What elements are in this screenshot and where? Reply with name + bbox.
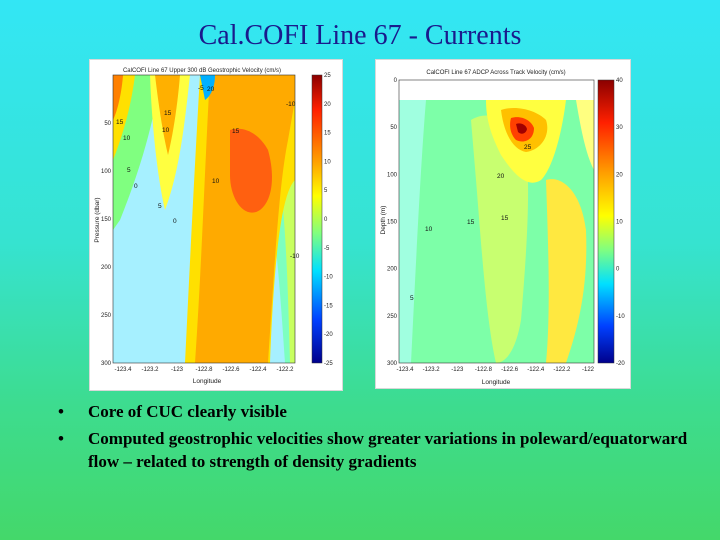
colorbar-tick-label: 0 — [324, 217, 328, 223]
colorbar-tick-label: 20 — [324, 102, 331, 108]
contour-label: 5 — [410, 295, 414, 302]
y-axis-label: Depth (m) — [380, 206, 387, 235]
contour-label: 20 — [207, 86, 215, 93]
x-tick-label: -123 — [451, 367, 464, 373]
x-tick-label: -123.4 — [396, 367, 414, 373]
bullet-dot: • — [58, 402, 64, 421]
bullet-list: • Core of CUC clearly visible • Computed… — [58, 400, 698, 477]
x-tick-label: -122.2 — [553, 367, 571, 373]
colorbar-ticks: 40 30 20 10 0 -10 -20 — [616, 78, 625, 367]
contour-label: 10 — [425, 226, 433, 233]
contour-labels: 15 10 15 10 5 15 5 10 0 -10 -5 0 20 -10 — [116, 85, 300, 260]
slide-title: Cal.COFI Line 67 - Currents — [198, 20, 522, 51]
x-tick-label: -123.2 — [141, 367, 159, 373]
colorbar-tick-label: 20 — [616, 172, 623, 178]
contour-label: 0 — [173, 218, 177, 225]
y-tick-label: 300 — [387, 361, 398, 367]
contour-label: 5 — [158, 203, 162, 210]
bullet-item: • Computed geostrophic velocities show g… — [58, 427, 698, 473]
y-tick-label: 150 — [387, 220, 398, 226]
y-tick-label: 0 — [394, 78, 398, 84]
colorbar-tick-label: -5 — [324, 246, 330, 252]
y-tick-label: 300 — [101, 361, 112, 367]
contour-label: -10 — [286, 101, 296, 108]
colorbar-tick-label: 10 — [616, 220, 623, 226]
y-tick-label: 100 — [101, 169, 112, 175]
y-tick-label: 200 — [101, 265, 112, 271]
contour-label: 10 — [123, 135, 131, 142]
bullet-text: Core of CUC clearly visible — [88, 402, 287, 421]
heatmap-field — [399, 80, 594, 363]
contour-label: 20 — [497, 173, 505, 180]
contour-label: 10 — [212, 178, 220, 185]
contour-label: 15 — [467, 219, 475, 226]
colorbar-tick-label: -25 — [324, 361, 333, 367]
x-axis: -123.4 -123.2 -123 -122.8 -122.6 -122.4 -122.2 — [114, 367, 294, 373]
adcp-velocity-chart: CalCOFI Line 67 ADCP Across Track Veloci… — [376, 60, 630, 388]
colorbar-tick-label: 25 — [324, 73, 331, 79]
contour-label: -10 — [290, 253, 300, 260]
contour-label: 5 — [127, 167, 131, 174]
contour-label: 15 — [116, 119, 124, 126]
x-tick-label: -123 — [171, 367, 184, 373]
contour-label: 15 — [501, 215, 509, 222]
contour-label: 25 — [524, 144, 532, 151]
colorbar-tick-label: 15 — [324, 131, 331, 137]
x-tick-label: -123.2 — [423, 367, 441, 373]
x-tick-label: -122.4 — [527, 367, 545, 373]
heatmap-field — [113, 75, 295, 363]
x-tick-label: -122.8 — [475, 367, 493, 373]
x-axis-label: Longitude — [482, 379, 511, 386]
y-tick-label: 50 — [390, 125, 397, 131]
x-tick-label: -122.6 — [222, 367, 240, 373]
colorbar-tick-label: 0 — [616, 267, 620, 273]
contour-label: 10 — [162, 127, 170, 134]
y-tick-label: 200 — [387, 267, 398, 273]
geostrophic-velocity-chart: CalCOFI Line 67 Upper 300 dB Geostrophic… — [90, 60, 342, 390]
x-tick-label: -122.6 — [501, 367, 519, 373]
colorbar-tick-label: -20 — [616, 361, 625, 367]
colorbar-ticks: 25 20 15 10 5 0 -5 -10 -15 -20 -25 — [324, 73, 333, 367]
colorbar-tick-label: 30 — [616, 125, 623, 131]
y-axis: 50 100 150 200 250 300 — [101, 121, 112, 367]
contour-label: 15 — [164, 110, 172, 117]
bullet-dot: • — [58, 429, 64, 448]
y-tick-label: 250 — [387, 314, 398, 320]
colorbar-tick-label: 5 — [324, 188, 328, 194]
colorbar-tick-label: 10 — [324, 159, 331, 165]
y-axis-label: Pressure (dbar) — [94, 197, 101, 242]
y-tick-label: 150 — [101, 217, 112, 223]
colorbar — [597, 79, 615, 364]
y-tick-label: 50 — [104, 121, 111, 127]
x-axis: -123.4 -123.2 -123 -122.8 -122.6 -122.4 -122.2… — [396, 367, 594, 373]
contour-label: 15 — [232, 128, 240, 135]
x-tick-label: -123.4 — [114, 367, 132, 373]
x-axis-label: Longitude — [193, 378, 222, 385]
x-tick-label: -122.8 — [195, 367, 213, 373]
colorbar-tick-label: 40 — [616, 78, 623, 84]
colorbar-tick-label: -10 — [324, 275, 333, 281]
x-tick-label: -122.4 — [249, 367, 267, 373]
contour-label: 0 — [134, 183, 138, 190]
colorbar-tick-label: -15 — [324, 303, 333, 309]
y-tick-label: 100 — [387, 172, 398, 178]
y-axis: 0 50 100 150 200 250 300 — [387, 78, 398, 367]
bullet-text: Computed geostrophic velocities show gre… — [88, 429, 688, 471]
chart-title: CalCOFI Line 67 ADCP Across Track Veloci… — [426, 70, 565, 76]
bullet-item: • Core of CUC clearly visible — [58, 400, 698, 423]
x-tick-label: -122 — [582, 367, 595, 373]
y-tick-label: 250 — [101, 313, 112, 319]
colorbar-tick-label: -20 — [324, 332, 333, 338]
colorbar-tick-label: -10 — [616, 314, 625, 320]
chart-title: CalCOFI Line 67 Upper 300 dB Geostrophic… — [123, 68, 281, 74]
x-tick-label: -122.2 — [276, 367, 294, 373]
contour-label: -5 — [198, 85, 204, 92]
contour-labels: 25 20 10 15 15 5 — [410, 144, 532, 302]
colorbar — [311, 74, 323, 364]
